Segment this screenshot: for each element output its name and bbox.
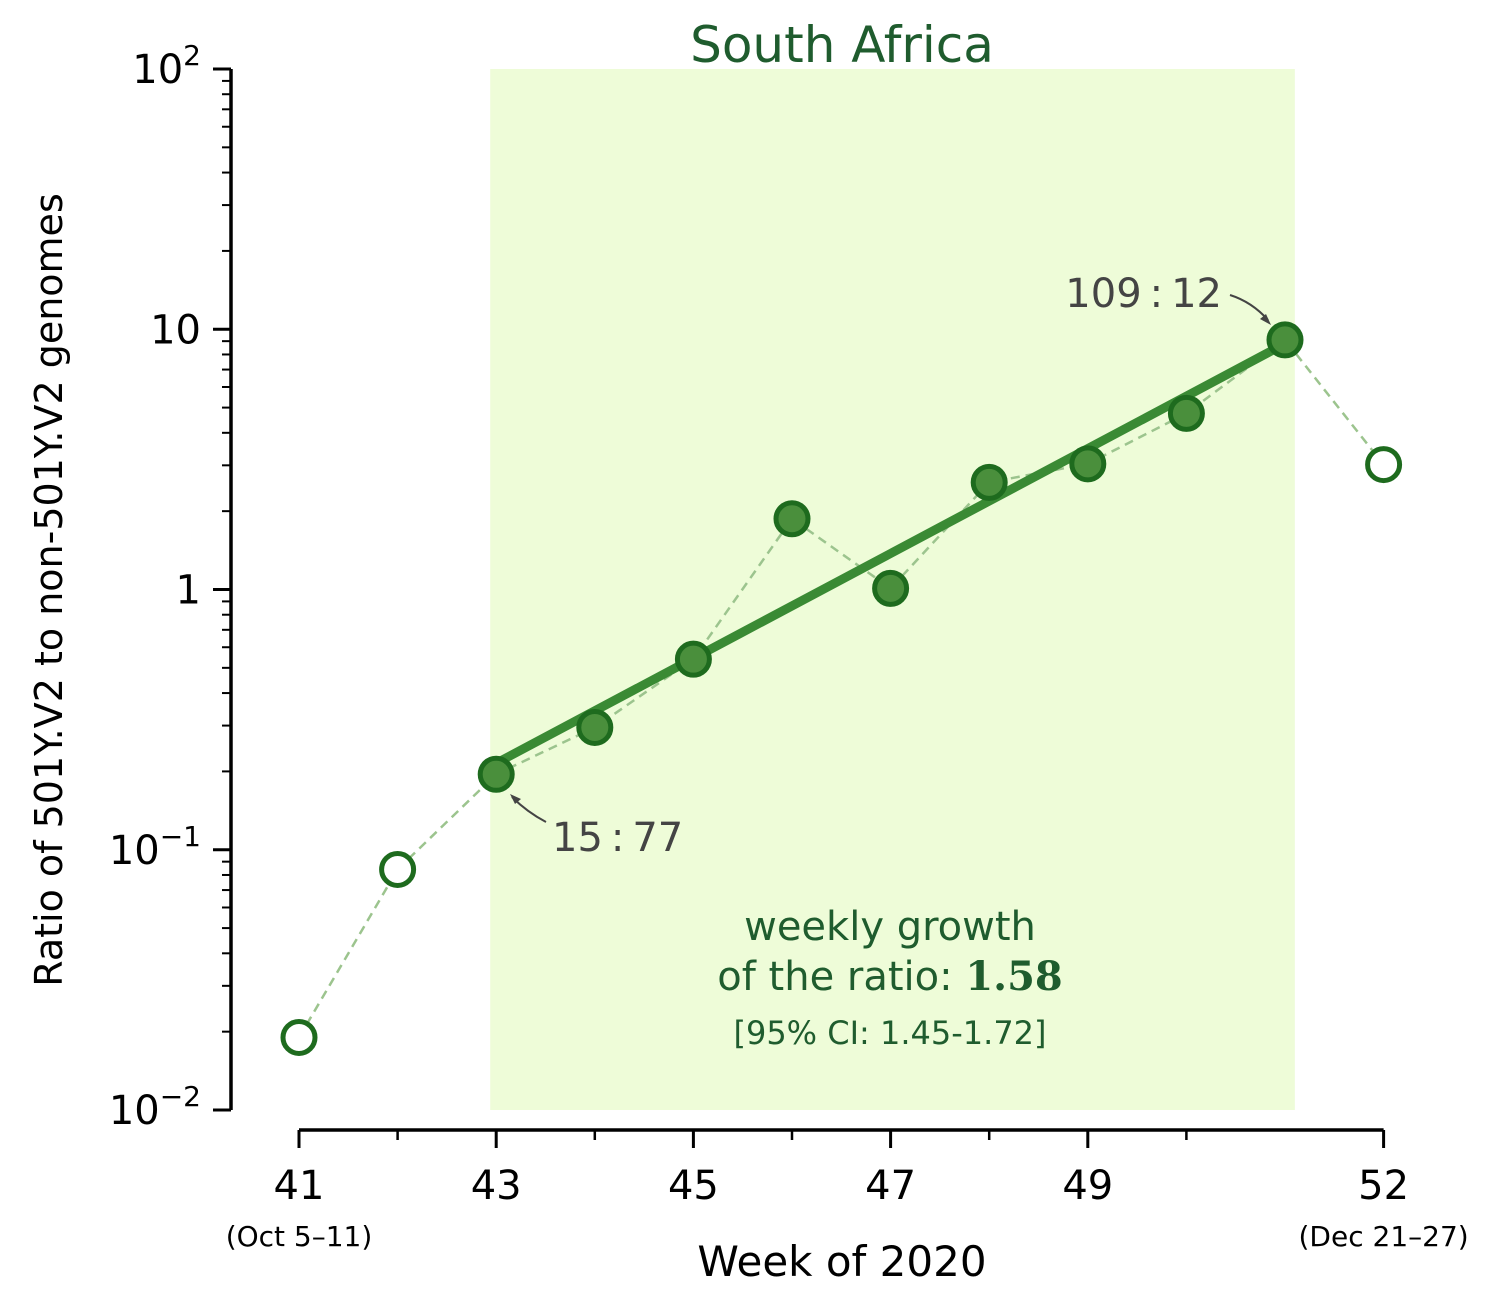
- y-axis-label: Ratio of 501Y.V2 to non-501Y.V2 genomes: [27, 193, 71, 986]
- growth-ci-label: [95% CI: 1.45-1.72]: [733, 1014, 1046, 1052]
- x-tick-sublabel: (Oct 5–11): [226, 1220, 373, 1253]
- y-tick-label: 10−2: [109, 1080, 201, 1134]
- fitted-data-point: [1167, 394, 1205, 432]
- point-annotations: 15 : 77 109 : 12: [510, 271, 1271, 861]
- annotation-last-point: 109 : 12: [1065, 271, 1222, 317]
- growth-label-prefix: of the ratio:: [717, 954, 965, 1000]
- x-axis: 41 (Oct 5–11) 43 45 47 49 52 (Dec 21–27): [226, 1128, 1469, 1253]
- fitted-data-point: [477, 755, 515, 793]
- y-tick-label: 10−1: [109, 820, 201, 874]
- x-tick-label: 49: [1062, 1163, 1113, 1209]
- excluded-data-point: [1365, 446, 1403, 484]
- annotation-first-point: 15 : 77: [552, 815, 683, 861]
- fitted-data-point: [773, 500, 811, 538]
- fit-line: [491, 339, 1290, 768]
- fitted-data-point: [1266, 321, 1304, 359]
- annotation-arrowhead: [1260, 314, 1271, 325]
- growth-rate-value: 1.58: [965, 953, 1062, 1000]
- y-tick-label: 1: [176, 568, 201, 614]
- x-axis-label: Week of 2020: [697, 1237, 986, 1286]
- fitted-data-point: [576, 708, 614, 746]
- growth-label-line1: weekly growth: [744, 904, 1036, 950]
- y-tick-label: 10: [150, 307, 201, 353]
- annotation-arrowhead: [510, 794, 521, 804]
- data-points: [280, 321, 1403, 1056]
- y-axis: 102 10 1 10−1 10−2: [109, 39, 233, 1134]
- excluded-data-point: [379, 850, 417, 888]
- fitted-data-point: [674, 640, 712, 678]
- y-tick-label: 102: [132, 39, 201, 93]
- x-tick-label: 52: [1358, 1163, 1409, 1209]
- x-tick-label: 47: [865, 1163, 916, 1209]
- chart-title: South Africa: [690, 16, 994, 74]
- growth-label-line2: of the ratio: 1.58: [717, 953, 1062, 1000]
- x-tick-label: 41: [274, 1163, 325, 1209]
- fitted-data-point: [872, 569, 910, 607]
- fitted-data-point: [970, 463, 1008, 501]
- x-tick-sublabel: (Dec 21–27): [1299, 1220, 1469, 1253]
- excluded-data-point: [280, 1018, 318, 1056]
- x-tick-label: 43: [471, 1163, 522, 1209]
- fitted-data-point: [1069, 445, 1107, 483]
- x-tick-label: 45: [668, 1163, 719, 1209]
